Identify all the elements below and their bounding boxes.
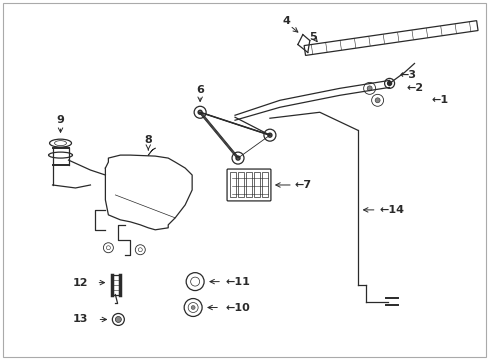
Circle shape [236, 156, 240, 160]
Text: ←1: ←1 [430, 95, 447, 105]
Circle shape [191, 306, 195, 310]
Circle shape [387, 81, 391, 85]
Text: 4: 4 [283, 15, 290, 26]
Text: 12: 12 [73, 278, 88, 288]
Text: ←14: ←14 [379, 205, 404, 215]
Text: ←10: ←10 [224, 302, 249, 312]
Circle shape [198, 110, 202, 114]
Circle shape [267, 133, 271, 137]
Text: 8: 8 [144, 135, 152, 145]
Text: ←11: ←11 [224, 276, 249, 287]
Circle shape [374, 98, 379, 103]
Text: 13: 13 [73, 314, 88, 324]
Text: 5: 5 [308, 32, 316, 41]
Circle shape [366, 86, 371, 91]
Text: ←3: ←3 [399, 71, 416, 80]
Text: 6: 6 [196, 85, 203, 95]
Circle shape [115, 316, 121, 323]
Text: ←7: ←7 [294, 180, 311, 190]
Text: 9: 9 [57, 115, 64, 125]
Text: ←2: ←2 [406, 84, 423, 93]
